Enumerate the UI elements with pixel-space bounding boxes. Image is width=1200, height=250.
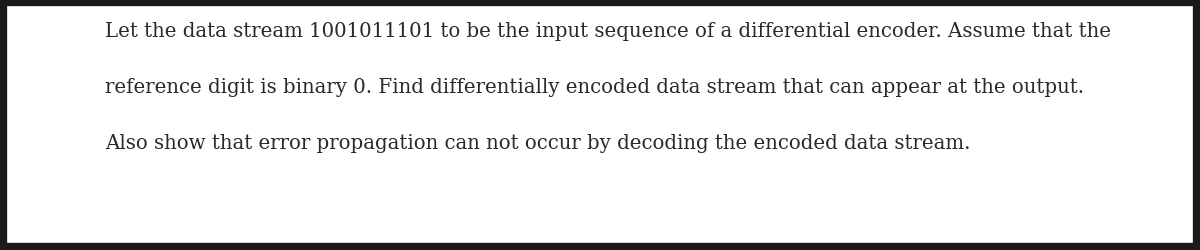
Text: Let the data stream 1001011101 to be the input sequence of a differential encode: Let the data stream 1001011101 to be the… (106, 22, 1111, 41)
Text: reference digit is binary 0. Find differentially encoded data stream that can ap: reference digit is binary 0. Find differ… (106, 78, 1084, 96)
Text: Also show that error propagation can not occur by decoding the encoded data stre: Also show that error propagation can not… (106, 134, 971, 152)
